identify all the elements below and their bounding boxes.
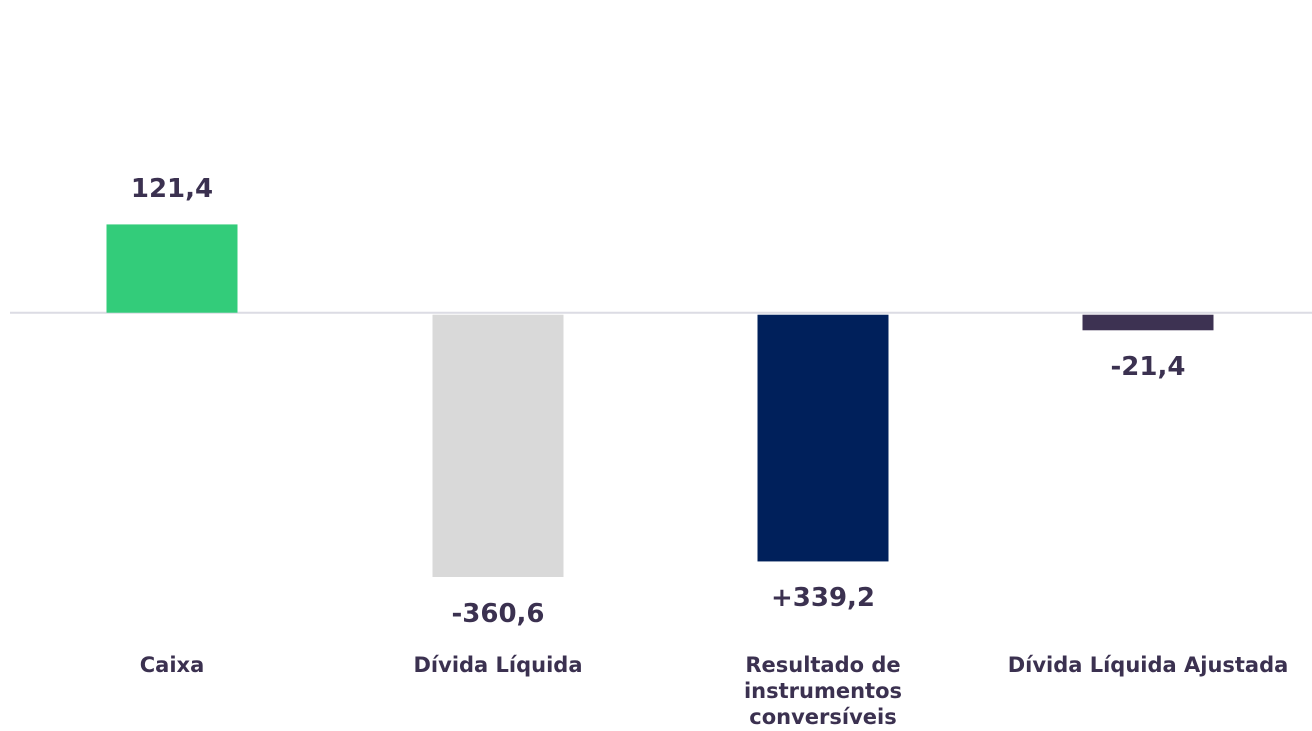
- value-label: 121,4: [130, 174, 214, 205]
- value-label: +339,2: [770, 583, 876, 614]
- value-label: -21,4: [1110, 352, 1186, 383]
- x-tick-label: Dívida Líquida: [413, 653, 583, 677]
- bar: [757, 314, 889, 562]
- bar: [106, 224, 238, 313]
- x-tick-label: Resultado de instrumentos conversíveis: [743, 653, 903, 729]
- x-tick-label: Dívida Líquida Ajustada: [1007, 653, 1289, 677]
- bar: [432, 314, 564, 577]
- bar: [1082, 314, 1214, 331]
- x-tick-label: Caixa: [139, 653, 205, 677]
- value-label: -360,6: [451, 599, 545, 629]
